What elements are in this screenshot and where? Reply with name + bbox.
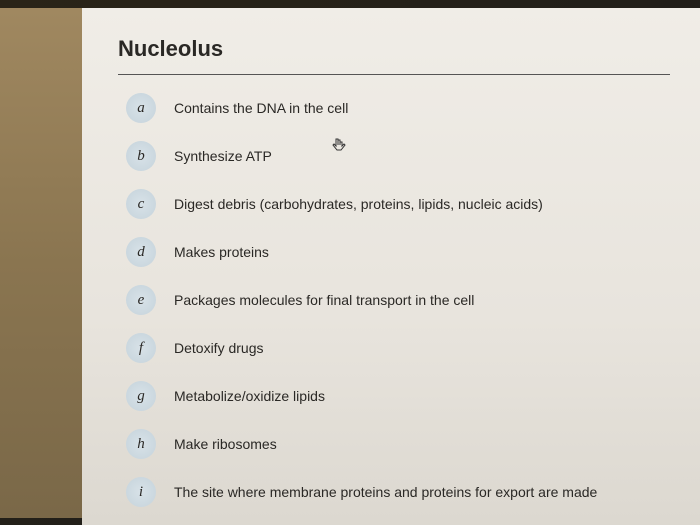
option-badge: h [126, 429, 156, 459]
option-row[interactable]: h Make ribosomes [126, 429, 670, 459]
option-badge: i [126, 477, 156, 507]
option-row[interactable]: e Packages molecules for final transport … [126, 285, 670, 315]
option-badge: c [126, 189, 156, 219]
content-panel: Nucleolus a Contains the DNA in the cell b… [82, 8, 700, 525]
option-badge: a [126, 93, 156, 123]
option-text: Packages molecules for final transport i… [174, 291, 474, 309]
option-row[interactable]: d Makes proteins [126, 237, 670, 267]
option-badge: b [126, 141, 156, 171]
option-text: Make ribosomes [174, 435, 277, 453]
option-text: Metabolize/oxidize lipids [174, 387, 325, 405]
option-text: Contains the DNA in the cell [174, 99, 348, 117]
option-row[interactable]: g Metabolize/oxidize lipids [126, 381, 670, 411]
option-text: Detoxify drugs [174, 339, 263, 357]
option-badge: e [126, 285, 156, 315]
option-row[interactable]: i The site where membrane proteins and pr… [126, 477, 670, 507]
option-badge: d [126, 237, 156, 267]
option-row[interactable]: c Digest debris (carbohydrates, proteins,… [126, 189, 670, 219]
sidebar-strip [0, 8, 82, 518]
title-divider [118, 74, 670, 75]
option-text: Makes proteins [174, 243, 269, 261]
outer-frame: Nucleolus a Contains the DNA in the cell b… [0, 0, 700, 525]
option-text: Digest debris (carbohydrates, proteins, … [174, 195, 543, 213]
option-list: a Contains the DNA in the cell b Synthesize… [118, 93, 670, 507]
option-row[interactable]: a Contains the DNA in the cell [126, 93, 670, 123]
option-badge: f [126, 333, 156, 363]
option-text: The site where membrane proteins and pro… [174, 483, 597, 501]
option-row[interactable]: f Detoxify drugs [126, 333, 670, 363]
option-badge: g [126, 381, 156, 411]
option-text: Synthesize ATP [174, 147, 272, 165]
question-title: Nucleolus [118, 36, 670, 62]
option-row[interactable]: b Synthesize ATP [126, 141, 670, 171]
